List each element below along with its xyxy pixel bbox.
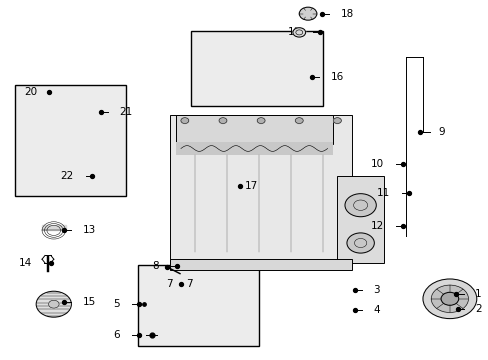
Point (235, 184, 243, 189)
Point (404, 190, 412, 196)
Text: 11: 11 (376, 188, 389, 198)
Circle shape (181, 118, 188, 123)
Circle shape (430, 285, 468, 312)
Point (147, 332, 155, 338)
Text: 18: 18 (340, 9, 353, 19)
Text: 10: 10 (370, 159, 384, 169)
Text: 6: 6 (113, 330, 120, 340)
Bar (170, 259, 351, 270)
Bar (176, 115, 332, 144)
Circle shape (422, 279, 476, 319)
Circle shape (292, 28, 305, 37)
Point (317, 11, 325, 17)
Text: 1: 1 (474, 289, 481, 300)
Circle shape (333, 118, 341, 123)
Point (45, 89, 53, 95)
Point (398, 161, 406, 167)
Bar (138, 265, 259, 346)
Circle shape (345, 194, 376, 217)
Text: 14: 14 (19, 258, 32, 268)
Text: 22: 22 (61, 171, 74, 181)
Point (97, 109, 104, 114)
Circle shape (440, 292, 458, 305)
Point (135, 332, 143, 338)
Point (453, 306, 461, 312)
Circle shape (295, 118, 303, 123)
Text: 8: 8 (151, 261, 158, 271)
Point (88, 174, 96, 179)
Text: 19: 19 (287, 27, 301, 37)
Text: 16: 16 (330, 72, 343, 82)
Bar (170, 115, 351, 263)
Point (177, 282, 184, 287)
Point (173, 264, 181, 269)
Circle shape (299, 7, 316, 20)
Circle shape (219, 118, 226, 123)
Point (163, 264, 171, 270)
Text: 4: 4 (373, 305, 380, 315)
Polygon shape (42, 225, 65, 230)
Text: 13: 13 (82, 225, 96, 235)
Point (135, 301, 143, 307)
Text: 7: 7 (185, 279, 192, 289)
Text: 20: 20 (24, 87, 37, 97)
Bar (337, 176, 383, 263)
Point (307, 75, 315, 80)
Text: 21: 21 (119, 107, 132, 117)
Text: 12: 12 (370, 221, 384, 231)
Text: 15: 15 (82, 297, 96, 307)
Text: 5: 5 (113, 299, 120, 309)
Point (350, 287, 358, 293)
Point (140, 301, 148, 307)
Bar (15, 85, 126, 196)
Text: 17: 17 (244, 181, 257, 192)
Text: 7: 7 (166, 279, 173, 289)
Point (60, 300, 68, 305)
Circle shape (257, 118, 264, 123)
Point (47, 260, 55, 266)
Circle shape (36, 291, 71, 317)
Point (315, 30, 323, 35)
Text: 9: 9 (437, 127, 444, 138)
Bar (190, 31, 322, 106)
Circle shape (346, 233, 374, 253)
Point (398, 223, 406, 229)
Text: 2: 2 (474, 304, 481, 314)
Circle shape (48, 300, 59, 308)
Point (451, 292, 459, 297)
Point (350, 307, 358, 313)
Point (60, 228, 68, 233)
Text: 3: 3 (373, 285, 380, 295)
Point (415, 130, 423, 135)
